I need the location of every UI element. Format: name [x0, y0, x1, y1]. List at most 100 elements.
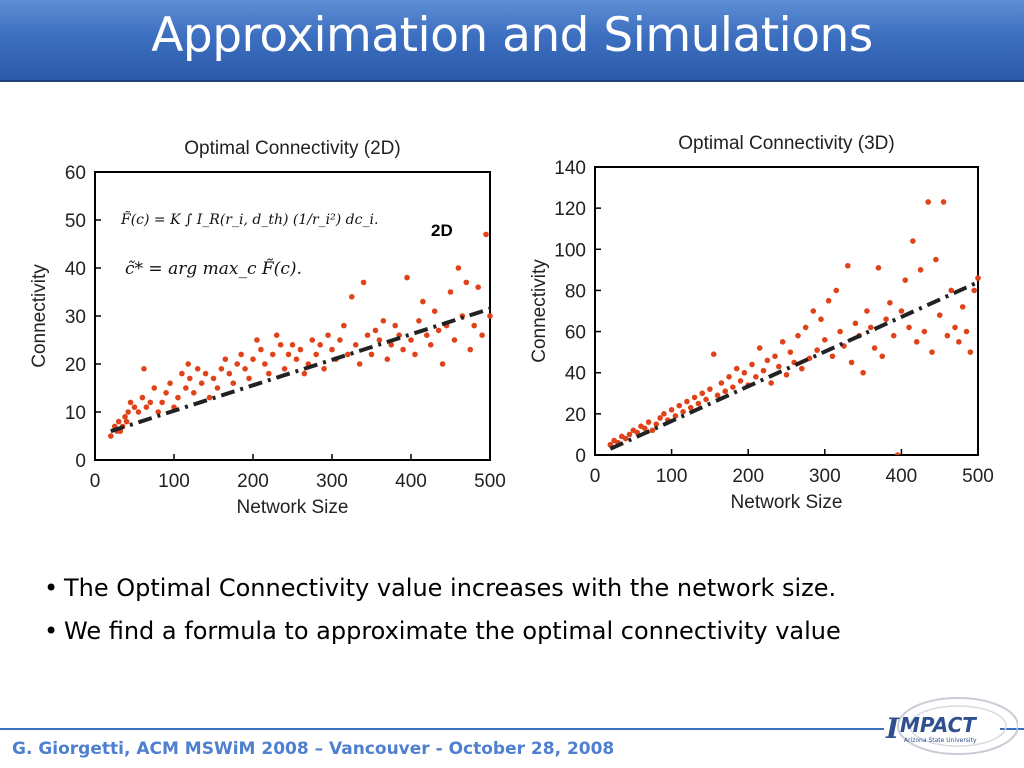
data-point	[726, 374, 732, 380]
data-point	[963, 328, 970, 335]
data-point	[380, 318, 387, 324]
data-point	[404, 274, 410, 281]
data-point	[222, 356, 229, 362]
x-tick-label: 100	[656, 466, 688, 487]
data-point	[447, 289, 454, 295]
y-axis-label: Connectivity	[529, 259, 550, 363]
data-point	[890, 332, 897, 339]
data-point	[799, 365, 805, 372]
data-point	[730, 384, 736, 390]
data-series	[108, 231, 493, 439]
bullet-symbol: •	[44, 574, 59, 602]
data-point	[867, 324, 874, 331]
annotation-2d: 2D	[431, 221, 453, 240]
data-point	[684, 398, 690, 405]
data-point	[695, 400, 702, 407]
data-point	[258, 346, 264, 353]
data-point	[317, 342, 323, 348]
y-tick-label: 40	[65, 259, 86, 280]
data-point	[281, 366, 288, 372]
data-point	[147, 399, 154, 406]
data-point	[837, 328, 843, 335]
data-point	[672, 413, 679, 419]
y-tick-label: 100	[554, 240, 586, 261]
x-axis-label: Network Size	[731, 492, 843, 513]
data-point	[483, 231, 489, 238]
data-point	[206, 394, 213, 401]
y-axis-label: Connectivity	[29, 264, 50, 368]
data-point	[175, 394, 181, 401]
data-point	[929, 349, 935, 355]
data-point	[408, 337, 414, 343]
data-point	[910, 238, 916, 244]
data-point	[756, 345, 763, 351]
data-point	[372, 327, 379, 334]
x-tick-label: 500	[474, 471, 506, 492]
x-axis-label: Network Size	[237, 497, 349, 518]
data-series	[607, 199, 981, 455]
data-point	[722, 388, 729, 395]
bullet-text: We find a formula to approximate the opt…	[64, 617, 841, 645]
data-point	[864, 308, 870, 314]
x-tick-label: 300	[809, 466, 841, 487]
data-point	[427, 342, 434, 348]
data-point	[143, 404, 150, 411]
data-point	[975, 275, 981, 281]
data-point	[810, 308, 817, 314]
y-tick-label: 0	[75, 451, 86, 472]
data-point	[475, 284, 481, 290]
data-point	[139, 394, 146, 401]
y-tick-label: 40	[565, 364, 586, 385]
data-point	[626, 431, 633, 438]
data-point	[718, 380, 725, 386]
data-point	[125, 409, 131, 415]
data-point	[392, 322, 399, 329]
data-point	[772, 353, 778, 360]
data-point	[487, 313, 493, 319]
data-point	[163, 390, 169, 396]
data-point	[135, 409, 142, 415]
data-point	[141, 366, 147, 372]
data-point	[202, 370, 209, 377]
plot-frame	[594, 166, 979, 456]
formula-line: c̃* = arg max_c F̃(c).	[125, 259, 302, 279]
data-point	[776, 363, 782, 370]
data-point	[183, 385, 189, 391]
data-point	[345, 351, 351, 358]
data-point	[634, 429, 640, 436]
data-point	[933, 256, 939, 263]
bullet-text: The Optimal Connectivity value increases…	[64, 574, 837, 602]
data-point	[151, 385, 158, 391]
data-point	[814, 347, 820, 353]
chart-2d: Optimal Connectivity (2D)0 100 200 300 400 50…	[29, 138, 506, 518]
bullet-list: • The Optimal Connectivity value increase…	[44, 572, 1004, 658]
data-point	[439, 361, 446, 367]
data-point	[959, 304, 966, 310]
data-point	[699, 390, 706, 397]
data-point	[341, 322, 347, 329]
chart-title: Optimal Connectivity (2D)	[184, 138, 400, 159]
data-point	[187, 375, 193, 382]
data-point	[325, 332, 331, 338]
data-point	[467, 346, 474, 353]
data-point	[384, 356, 391, 362]
data-point	[451, 337, 458, 343]
x-tick-label: 400	[395, 471, 427, 492]
data-point	[917, 267, 924, 273]
slide-title: Approximation and Simulations	[151, 8, 873, 63]
data-point	[676, 402, 683, 409]
data-point	[313, 351, 320, 358]
data-point	[714, 392, 721, 399]
data-point	[795, 332, 801, 339]
y-tick-label: 120	[554, 199, 586, 220]
data-point	[266, 370, 272, 377]
data-point	[749, 361, 755, 368]
data-point	[783, 371, 790, 378]
data-point	[967, 349, 974, 355]
bullet-item: • The Optimal Connectivity value increase…	[44, 572, 1004, 615]
data-point	[218, 366, 225, 372]
data-point	[956, 339, 962, 345]
y-tick-label: 10	[65, 403, 86, 424]
data-point	[293, 356, 300, 362]
data-point	[471, 322, 478, 329]
